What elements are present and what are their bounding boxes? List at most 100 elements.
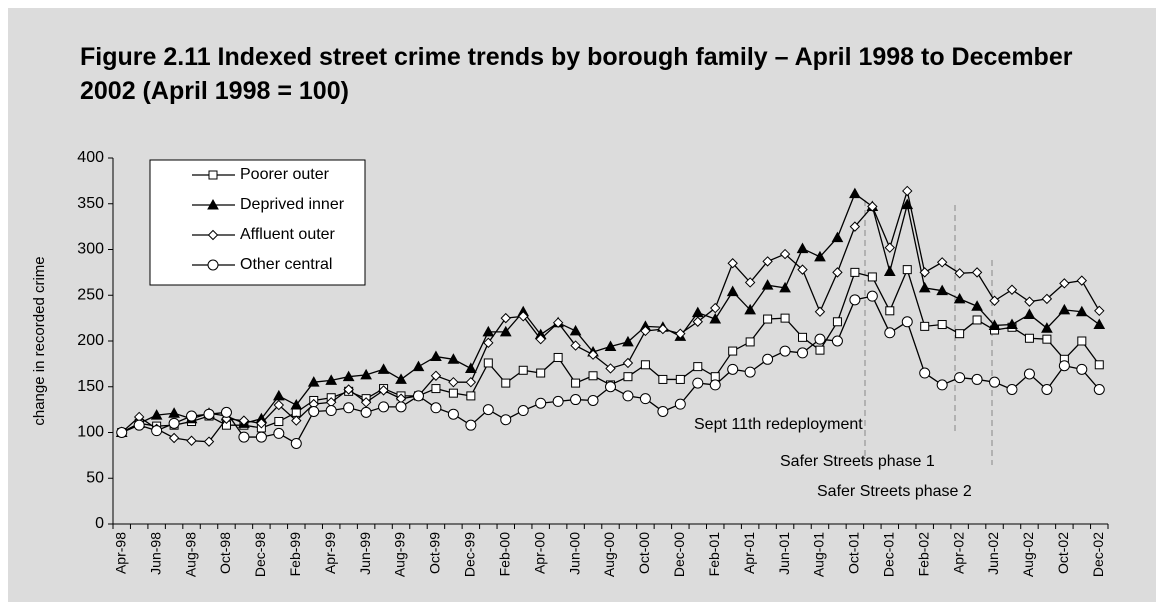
x-tick-label: Aug-02 (1020, 532, 1036, 577)
marker-square (675, 374, 685, 384)
marker-square (1024, 333, 1034, 343)
legend-label: Deprived inner (240, 196, 345, 213)
marker-diamond (207, 229, 219, 241)
marker-triangle (499, 325, 512, 337)
x-tick-label: Oct-98 (217, 532, 233, 574)
y-tick-label: 350 (77, 195, 104, 212)
marker-square (1077, 336, 1087, 346)
marker-circle (360, 406, 372, 418)
marker-diamond (657, 323, 669, 335)
marker-diamond (448, 376, 459, 388)
marker-diamond (168, 432, 180, 444)
chart-background (8, 8, 1156, 602)
marker-triangle (1093, 318, 1106, 330)
legend-label: Other central (240, 256, 332, 273)
marker-circle (552, 395, 564, 407)
marker-triangle (953, 292, 966, 304)
marker-triangle (1023, 308, 1036, 319)
marker-diamond (343, 384, 354, 395)
marker-square (832, 317, 842, 327)
marker-square (291, 407, 301, 417)
marker-square (937, 320, 947, 330)
marker-circle (133, 419, 145, 431)
x-tick-label: Jun-98 (147, 532, 163, 575)
marker-circle (744, 366, 756, 378)
marker-circle (866, 290, 878, 302)
marker-diamond (535, 333, 546, 345)
marker-diamond (186, 435, 197, 446)
marker-diamond (849, 221, 861, 232)
marker-triangle (168, 407, 180, 418)
x-tick-label: Aug-00 (601, 532, 617, 577)
marker-triangle (814, 250, 826, 262)
marker-triangle (622, 335, 634, 347)
marker-circle (831, 335, 843, 347)
x-tick-label: Dec-01 (881, 532, 897, 577)
marker-square (553, 352, 563, 362)
marker-diamond (779, 248, 791, 260)
marker-diamond (744, 277, 756, 288)
marker-diamond (814, 306, 826, 317)
marker-triangle (307, 376, 320, 387)
legend-label: Poorer outer (240, 166, 330, 183)
marker-circle (639, 393, 651, 405)
marker-circle (709, 379, 721, 391)
marker-circle (308, 405, 320, 417)
marker-triangle (709, 313, 722, 324)
marker-diamond (622, 357, 634, 369)
marker-triangle (342, 370, 355, 382)
marker-triangle (796, 242, 809, 254)
marker-circle (692, 377, 704, 389)
marker-square (1094, 360, 1104, 370)
marker-circle (674, 398, 686, 410)
y-tick-label: 250 (77, 286, 104, 303)
marker-circle (535, 397, 547, 409)
marker-circle (1006, 383, 1018, 395)
marker-square (745, 337, 755, 347)
marker-triangle (1006, 318, 1018, 330)
marker-triangle (988, 319, 1001, 330)
marker-square (518, 365, 528, 375)
marker-triangle (849, 187, 861, 199)
marker-diamond (902, 185, 913, 197)
x-tick-label: Jun-02 (985, 532, 1001, 575)
x-tick-label: Oct-00 (636, 532, 652, 574)
marker-diamond (989, 295, 1000, 306)
marker-diamond (238, 415, 250, 426)
marker-square (867, 272, 877, 282)
marker-square (763, 314, 773, 324)
marker-diamond (273, 399, 285, 411)
marker-diamond (587, 349, 599, 360)
x-tick-label: Jun-00 (566, 532, 582, 575)
marker-circle (1041, 383, 1053, 395)
marker-triangle (761, 279, 774, 290)
chart-title: Figure 2.11 Indexed street crime trends … (80, 43, 1073, 105)
marker-square (658, 374, 668, 384)
x-tick-label: Jun-01 (776, 532, 792, 575)
marker-diamond (867, 201, 878, 212)
marker-circle (1058, 360, 1070, 372)
marker-square (850, 267, 860, 277)
marker-diamond (710, 302, 721, 314)
marker-triangle (325, 374, 338, 385)
y-tick-label: 200 (77, 332, 104, 349)
marker-circle (238, 431, 250, 443)
marker-circle (849, 294, 861, 306)
marker-triangle (604, 340, 617, 351)
x-tick-label: Aug-99 (392, 532, 408, 577)
marker-square (885, 306, 895, 316)
marker-triangle (430, 350, 442, 362)
marker-circle (657, 405, 669, 417)
marker-circle (151, 425, 163, 437)
marker-diamond (640, 325, 651, 337)
marker-diamond (675, 328, 686, 339)
marker-circle (255, 431, 267, 443)
marker-circle (430, 402, 442, 414)
marker-circle (517, 405, 529, 417)
x-tick-label: Dec-99 (462, 532, 478, 577)
marker-circle (500, 414, 512, 426)
marker-diamond (919, 267, 930, 278)
y-tick-label: 400 (77, 149, 104, 166)
